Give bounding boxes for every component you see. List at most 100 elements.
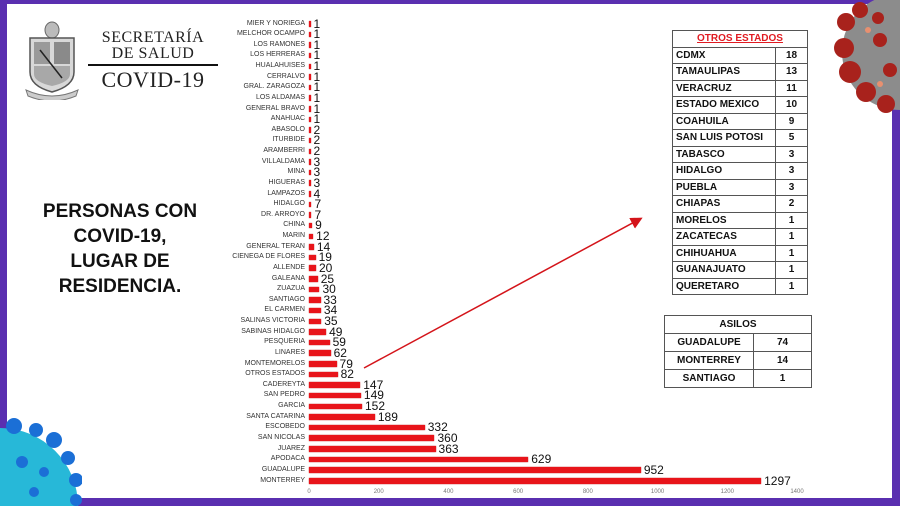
bar xyxy=(309,435,435,441)
row-value: 9 xyxy=(775,112,808,130)
x-axis-tick: 1200 xyxy=(720,489,734,495)
bar-label: JUAREZ xyxy=(277,444,305,452)
chart-bar-row: CADEREYTA 147 xyxy=(0,379,900,391)
title-line: LUGAR DE xyxy=(70,251,170,272)
chart-bar-row: ABASOLO 2 xyxy=(0,124,900,136)
bar-value-label: 1 xyxy=(313,69,321,84)
chart-bar-row: MONTERREY 1297 xyxy=(0,473,900,488)
bar-label: ABASOLO xyxy=(271,125,305,133)
bar-value-label: 1 xyxy=(313,37,321,52)
table-row: CHIHUAHUA 1 xyxy=(672,244,808,262)
row-name: CDMX xyxy=(672,46,776,64)
chart-bar-row: OTROS ESTADOS 82 xyxy=(0,368,900,380)
bar xyxy=(309,169,311,176)
bar xyxy=(309,467,641,473)
bar xyxy=(309,318,322,325)
bar xyxy=(309,116,311,123)
bar xyxy=(309,74,311,80)
bar xyxy=(309,392,361,399)
org-line2: DE SALUD xyxy=(111,45,195,62)
chart-bar-row: SANTA CATARINA 189 xyxy=(0,411,900,423)
row-name: HIDALGO xyxy=(672,162,776,180)
title-line: PERSONAS CON xyxy=(42,201,198,222)
bar-value-label: 332 xyxy=(427,420,448,435)
chart-bar-row: DR. ARROYO 7 xyxy=(0,209,900,221)
bar-label: GARCIA xyxy=(278,402,305,410)
row-name: PUEBLA xyxy=(672,178,776,196)
row-value: 11 xyxy=(775,79,808,97)
chart-bar-row: MARIN 12 xyxy=(0,230,900,242)
bar-label: CHINA xyxy=(283,221,305,229)
bar-label: APODACA xyxy=(270,455,305,463)
chart-bar-row: LOS HERRERAS 1 xyxy=(0,48,900,63)
row-name: ZACATECAS xyxy=(672,228,776,246)
table-row: SANTIAGO 1 xyxy=(664,369,812,388)
bar xyxy=(309,244,314,250)
chart-bar-row: JUAREZ 363 xyxy=(0,443,900,455)
bar-value-label: 7 xyxy=(314,197,322,212)
bar xyxy=(309,180,311,186)
bar-value-label: 2 xyxy=(313,144,321,159)
bar-value-label: 19 xyxy=(318,250,332,265)
table-row: TABASCO 3 xyxy=(672,145,808,163)
bar-value-label: 1 xyxy=(313,112,321,127)
chart-bar-row: LOS RAMONES 1 xyxy=(0,37,900,52)
bar-label: ARAMBERRI xyxy=(263,147,305,155)
x-axis-tick: 800 xyxy=(582,489,593,495)
bar xyxy=(309,446,436,452)
table-row: MORELOS 1 xyxy=(672,211,808,229)
bar-label: LINARES xyxy=(275,348,305,356)
row-value: 1 xyxy=(775,228,808,246)
bar-label: LOS ALDAMAS xyxy=(255,93,305,101)
chart-bar-row: CIENEGA DE FLORES 19 xyxy=(0,250,900,265)
row-name: CHIAPAS xyxy=(672,195,776,213)
row-value: 3 xyxy=(775,162,808,180)
bar-value-label: 149 xyxy=(363,388,384,403)
chart-bar-row: CHINA 9 xyxy=(0,219,900,231)
chart-bar-row: MONTEMORELOS 79 xyxy=(0,358,900,370)
row-name: TAMAULIPAS xyxy=(672,63,776,81)
row-value: 1 xyxy=(775,277,808,295)
row-value: 1 xyxy=(775,261,808,279)
bar-value-label: 3 xyxy=(313,165,321,180)
chart-bar-row: VILLALDAMA 3 xyxy=(0,156,900,168)
chart-bar-row: ANAHUAC 1 xyxy=(0,112,900,127)
bar-label: PESQUERIA xyxy=(264,338,305,346)
chart-bar-row: ESCOBEDO 332 xyxy=(0,420,900,435)
bar-value-label: 1 xyxy=(313,48,321,63)
bar-value-label: 1297 xyxy=(764,473,791,488)
bar xyxy=(309,212,312,218)
chart-bar-row: LAMPAZOS 4 xyxy=(0,188,900,200)
row-value: 3 xyxy=(775,145,808,163)
chart-bar-row: MIER Y NORIEGA 1 xyxy=(0,18,900,30)
bar-label: MINA xyxy=(287,168,306,176)
table-row: TAMAULIPAS 13 xyxy=(672,63,808,81)
otros-estados-table: OTROS ESTADOS CDMX 18 TAMAULIPAS 13 VERACRUZ… xyxy=(672,30,808,295)
bar-label: GUADALUPE xyxy=(261,465,305,473)
org-line1: SECRETARÍA xyxy=(101,29,205,46)
table-row: SAN LUIS POTOSI 5 xyxy=(672,129,808,147)
bar xyxy=(309,52,311,59)
bar-value-label: 34 xyxy=(323,303,338,318)
chart-bar-row: ZUAZUA 30 xyxy=(0,283,900,295)
slide-title: PERSONAS CON COVID-19, LUGAR DE RESIDENC… xyxy=(20,199,220,299)
table-row: GUADALUPE 74 xyxy=(664,333,812,352)
bar-label: GENERAL TERAN xyxy=(246,242,305,250)
chart-bar-row: GENERAL TERAN 14 xyxy=(0,239,900,254)
row-value: 5 xyxy=(775,129,808,147)
row-value: 1 xyxy=(775,244,808,262)
bar xyxy=(309,42,311,48)
x-axis-tick: 1400 xyxy=(790,489,804,495)
bar xyxy=(309,276,318,282)
bar-label: SANTIAGO xyxy=(268,295,305,303)
bar xyxy=(309,403,362,410)
bar xyxy=(309,297,321,303)
chart-bar-row: GALEANA 25 xyxy=(0,273,900,285)
bar xyxy=(309,201,312,208)
row-name: GUADALUPE xyxy=(664,333,754,352)
table-row: HIDALGO 3 xyxy=(672,162,808,180)
bar xyxy=(309,361,337,367)
bar-value-label: 14 xyxy=(316,239,331,254)
chart-bar-row: GENERAL BRAVO 1 xyxy=(0,103,900,115)
